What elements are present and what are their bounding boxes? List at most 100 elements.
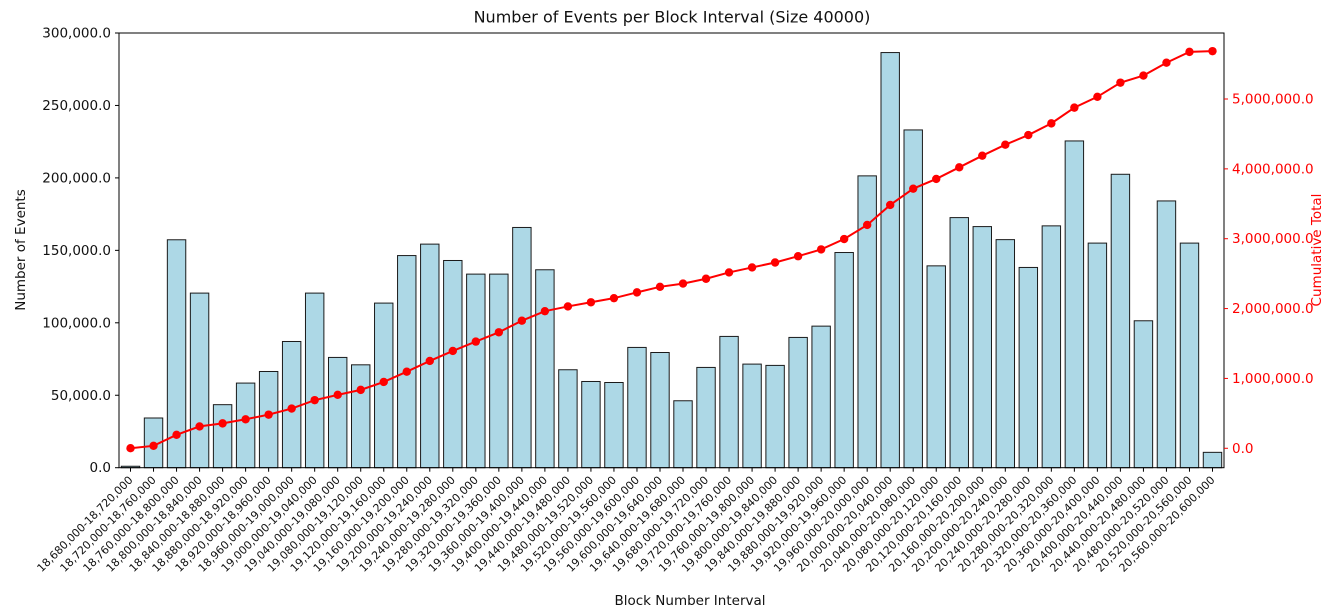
right-tick-label: 3,000,000.0 [1232,231,1314,247]
left-tick-label: 0.0 [90,460,111,476]
bar [558,369,578,469]
cumulative-point [632,288,642,297]
right-tick-label: 4,000,000.0 [1232,161,1314,177]
bar [604,382,624,469]
cumulative-point [1139,71,1148,80]
bar [995,239,1016,469]
cumulative-point [932,174,941,184]
cumulative-point [770,258,780,267]
cumulative-point [886,200,895,210]
left-tick-label: 50,000.0 [51,388,111,404]
cumulative-point [310,395,319,405]
bar [650,352,670,469]
bar [972,226,992,469]
bar [420,243,440,469]
bar [189,292,210,469]
right-tick-label: 0.0 [1232,441,1253,457]
bar [742,363,762,469]
bar [489,273,509,469]
cumulative-point [586,298,596,307]
right-tick-label: 2,000,000.0 [1232,301,1314,317]
cumulative-point [909,184,918,193]
cumulative-point [494,328,504,337]
cumulative-point [1093,92,1102,102]
bar [1110,173,1131,469]
cumulative-point [1185,47,1194,57]
bar [212,404,233,469]
cumulative-point [724,268,734,277]
bar [765,364,785,469]
cumulative-point [1047,119,1056,128]
bar [949,217,969,469]
x-axis-label: Block Number Interval [614,593,766,609]
bar [443,259,463,469]
cumulative-point [955,163,964,172]
chart-title: Number of Events per Block Interval (Siz… [473,7,871,27]
bar [696,366,716,469]
bar [466,273,486,469]
x-axis-ticks: 18,680,000-18,720,00018,720,000-18,760,0… [35,467,1218,575]
bar [880,52,900,469]
cumulative-point [862,220,872,230]
right-tick-label: 5,000,000.0 [1232,92,1314,108]
bar [926,265,946,469]
cumulative-point [402,367,411,376]
cumulative-line-group [126,46,1217,453]
bar [811,325,831,469]
bar [1018,266,1039,469]
bar [1156,200,1177,469]
cumulative-point [149,441,158,451]
cumulative-point [747,263,757,272]
cumulative-point [655,282,665,292]
cumulative-point [839,234,849,244]
cumulative-point [609,293,619,303]
bar [1202,451,1223,469]
bar [351,364,371,469]
cumulative-point [425,356,434,366]
cumulative-point [333,390,342,400]
left-tick-label: 100,000.0 [42,315,111,331]
bar [834,252,854,469]
cumulative-point [218,419,227,428]
cumulative-point [172,430,181,440]
cumulative-point [195,422,204,431]
bar [673,400,693,469]
bar [1041,225,1062,469]
cumulative-point [126,444,135,453]
left-axis-ticks: 0.0 50,000.0 100,000.0 150,000.0 200,000.0 25… [42,26,119,476]
bar [304,292,325,469]
right-tick-label: 1,000,000.0 [1232,371,1314,387]
cumulative-point [1070,103,1079,112]
bar [1087,242,1108,469]
cumulative-point [356,385,365,395]
cumulative-point [793,252,803,261]
left-tick-label: 250,000.0 [42,98,111,114]
cumulative-point [563,302,573,311]
bar [903,129,923,469]
bar [719,335,739,469]
cumulative-point [701,274,711,283]
cumulative-point [1024,130,1033,140]
cumulative-point [1116,78,1125,87]
right-axis-ticks: 0.0 1,000,000.0 2,000,000.0 3,000,000.0 4,00… [1224,92,1314,457]
bar [581,380,601,469]
cumulative-point [471,337,481,346]
cumulative-point [540,306,550,316]
cumulative-point [264,410,273,419]
cumulative-point [287,404,296,413]
cumulative-point [978,151,987,160]
bar [397,255,417,469]
bar [1133,320,1154,469]
cumulative-point [1001,140,1010,149]
bar [258,370,279,469]
cumulative-point [379,377,388,387]
bar [627,346,647,469]
bar [535,269,555,469]
bar [235,382,256,469]
bar [1064,140,1085,469]
left-tick-label: 300,000.0 [42,26,111,42]
left-tick-label: 150,000.0 [42,243,111,259]
cumulative-point [517,316,527,325]
